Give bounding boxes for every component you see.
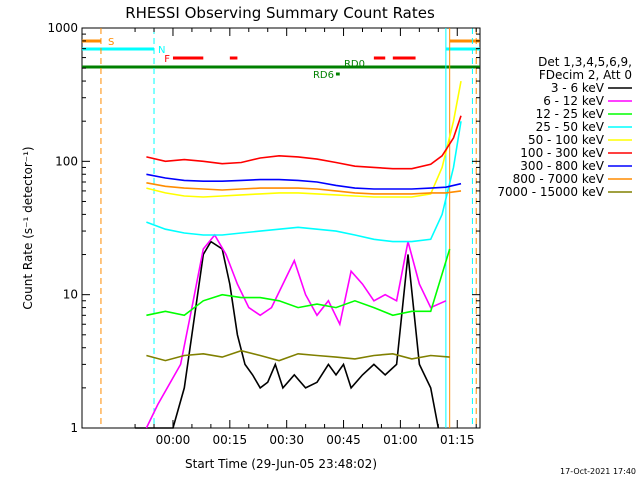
legend-header: FDecim 2, Att 0 xyxy=(539,68,632,82)
series-line-25-50-kev xyxy=(146,121,462,243)
series-line-100-300-kev xyxy=(146,115,462,170)
series-lines xyxy=(135,80,462,429)
axes: 1 10 100 1000 00:00 00:15 00:30 00:45 01:00 01:15 xyxy=(47,21,480,447)
x-tick-label: 00:45 xyxy=(326,433,361,447)
legend-label-3-6-kev: 3 - 6 keV xyxy=(551,81,605,95)
x-tick-label: 01:15 xyxy=(440,433,475,447)
timestamp: 17-Oct-2021 17:40 xyxy=(560,467,636,476)
series-line-6-12-kev xyxy=(145,233,447,429)
flag-label-f: F xyxy=(164,54,170,65)
flag-label-rd0: RD0 xyxy=(344,59,365,70)
legend-label-300-800-kev: 300 - 800 keV xyxy=(520,159,604,173)
legend-label-7000-15000-kev: 7000 - 15000 keV xyxy=(497,185,604,199)
legend-label-12-25-kev: 12 - 25 keV xyxy=(536,107,605,121)
legend-label-100-300-kev: 100 - 300 keV xyxy=(520,146,604,160)
y-axis-label: Count Rate (s⁻¹ detector⁻¹) xyxy=(21,146,35,309)
legend-label-6-12-kev: 6 - 12 keV xyxy=(543,94,605,108)
x-tick-label: 01:00 xyxy=(383,433,418,447)
series-line-3-6-kev xyxy=(135,240,440,429)
flag-label-n: N xyxy=(158,45,165,56)
y-tick-label: 100 xyxy=(55,154,78,168)
vertical-markers xyxy=(100,28,477,428)
plot-frame xyxy=(81,27,481,429)
legend: Det 1,3,4,5,6,9,FDecim 2, Att 03 - 6 keV… xyxy=(497,55,632,199)
legend-header: Det 1,3,4,5,6,9, xyxy=(538,55,632,69)
x-tick-label: 00:30 xyxy=(269,433,304,447)
legend-label-25-50-kev: 25 - 50 keV xyxy=(536,120,605,134)
series-line-300-800-kev xyxy=(146,173,462,190)
series-line-800-7000-kev xyxy=(146,182,462,195)
x-axis-label: Start Time (29-Jun-05 23:48:02) xyxy=(185,457,377,471)
flag-label-s: S xyxy=(108,37,114,48)
series-line-50-100-kev xyxy=(146,80,462,198)
legend-label-50-100-kev: 50 - 100 keV xyxy=(528,133,605,147)
chart-title: RHESSI Observing Summary Count Rates xyxy=(125,4,435,22)
x-tick-label: 00:00 xyxy=(156,433,191,447)
y-tick-label: 10 xyxy=(63,288,78,302)
x-tick-label: 00:15 xyxy=(213,433,248,447)
series-line-7000-15000-kev xyxy=(146,349,450,362)
flag-label-rd6: RD6 xyxy=(313,70,334,81)
flag-bars: S NF RD0 RD6 xyxy=(82,37,480,81)
series-line-12-25-kev xyxy=(146,248,451,317)
y-tick-label: 1 xyxy=(70,421,78,435)
legend-label-800-7000-kev: 800 - 7000 keV xyxy=(513,172,605,186)
y-tick-label: 1000 xyxy=(47,21,78,35)
